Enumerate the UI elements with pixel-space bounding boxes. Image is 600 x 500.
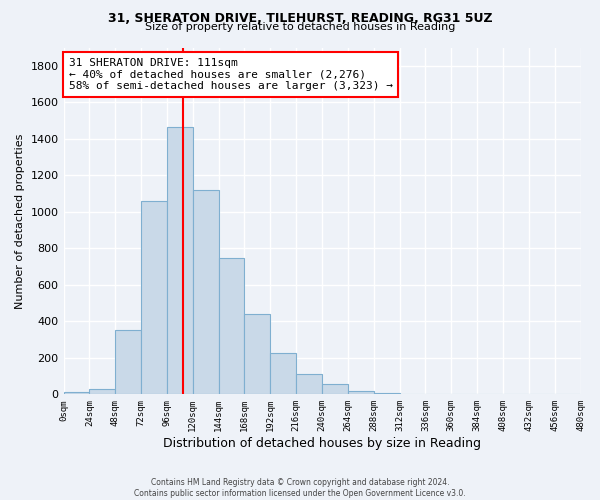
Bar (244, 314, 271, 394)
Bar (193, 190, 218, 394)
Bar (271, 354, 296, 395)
Text: 31, SHERATON DRIVE, TILEHURST, READING, RG31 5UZ: 31, SHERATON DRIVE, TILEHURST, READING, … (107, 12, 493, 26)
Bar (141, 201, 167, 394)
Bar (218, 258, 244, 394)
Bar (115, 330, 141, 394)
Bar (167, 127, 193, 394)
Bar (64, 392, 89, 394)
Y-axis label: Number of detached properties: Number of detached properties (15, 133, 25, 308)
Bar (89, 389, 115, 394)
Text: Contains HM Land Registry data © Crown copyright and database right 2024.
Contai: Contains HM Land Registry data © Crown c… (134, 478, 466, 498)
Text: Size of property relative to detached houses in Reading: Size of property relative to detached ho… (145, 22, 455, 32)
Bar (322, 384, 348, 394)
Bar (296, 374, 322, 394)
X-axis label: Distribution of detached houses by size in Reading: Distribution of detached houses by size … (163, 437, 481, 450)
Text: 31 SHERATON DRIVE: 111sqm
← 40% of detached houses are smaller (2,276)
58% of se: 31 SHERATON DRIVE: 111sqm ← 40% of detac… (69, 58, 393, 91)
Bar (348, 390, 374, 394)
